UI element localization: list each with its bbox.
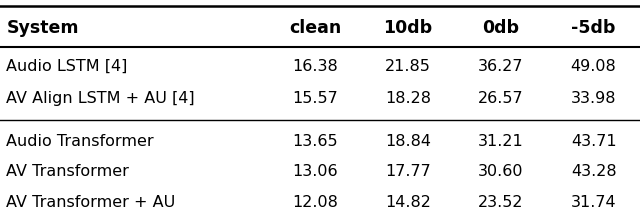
Text: 33.98: 33.98 — [571, 91, 616, 106]
Text: 12.08: 12.08 — [292, 195, 338, 210]
Text: -5db: -5db — [572, 19, 616, 37]
Text: 49.08: 49.08 — [571, 59, 616, 74]
Text: 13.06: 13.06 — [292, 164, 338, 180]
Text: 30.60: 30.60 — [478, 164, 524, 180]
Text: AV Align LSTM + AU [4]: AV Align LSTM + AU [4] — [6, 91, 195, 106]
Text: 18.28: 18.28 — [385, 91, 431, 106]
Text: 10db: 10db — [383, 19, 433, 37]
Text: 14.82: 14.82 — [385, 195, 431, 210]
Text: 43.71: 43.71 — [571, 134, 616, 149]
Text: 13.65: 13.65 — [292, 134, 338, 149]
Text: 31.74: 31.74 — [571, 195, 616, 210]
Text: 16.38: 16.38 — [292, 59, 338, 74]
Text: clean: clean — [289, 19, 341, 37]
Text: 18.84: 18.84 — [385, 134, 431, 149]
Text: 31.21: 31.21 — [478, 134, 524, 149]
Text: Audio Transformer: Audio Transformer — [6, 134, 154, 149]
Text: 15.57: 15.57 — [292, 91, 338, 106]
Text: 26.57: 26.57 — [478, 91, 524, 106]
Text: 23.52: 23.52 — [478, 195, 524, 210]
Text: 0db: 0db — [483, 19, 519, 37]
Text: Audio LSTM [4]: Audio LSTM [4] — [6, 59, 128, 74]
Text: AV Transformer + AU: AV Transformer + AU — [6, 195, 175, 210]
Text: 36.27: 36.27 — [478, 59, 524, 74]
Text: AV Transformer: AV Transformer — [6, 164, 129, 180]
Text: System: System — [6, 19, 79, 37]
Text: 21.85: 21.85 — [385, 59, 431, 74]
Text: 17.77: 17.77 — [385, 164, 431, 180]
Text: 43.28: 43.28 — [571, 164, 616, 180]
